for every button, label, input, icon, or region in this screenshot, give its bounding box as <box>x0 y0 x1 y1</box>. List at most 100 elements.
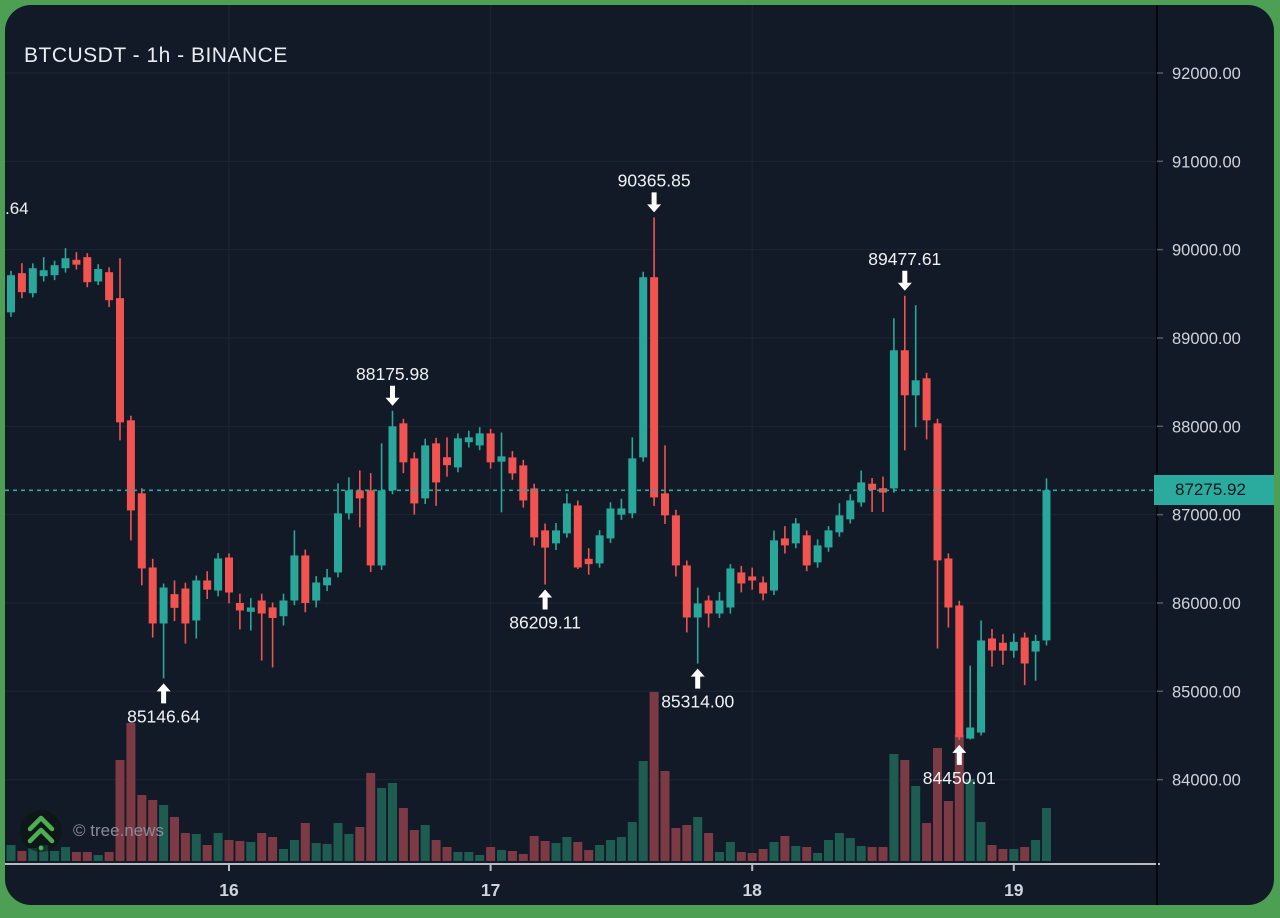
price-annotation: 85146.64 <box>127 706 200 726</box>
volume-bar <box>115 760 125 861</box>
volume-bar <box>660 771 670 861</box>
candle-body <box>453 438 462 468</box>
y-axis-label: 92000.00 <box>1172 65 1241 83</box>
candle-body <box>780 538 789 546</box>
y-axis-label: 88000.00 <box>1172 418 1241 436</box>
volume-bar <box>61 847 70 861</box>
candle-body <box>573 505 582 568</box>
price-annotation: 90365.85 <box>618 170 691 190</box>
candle-body <box>486 433 495 463</box>
candle-body <box>1009 641 1018 651</box>
candle-body <box>421 445 430 499</box>
candle-body <box>225 557 233 593</box>
candle-body <box>584 558 593 565</box>
volume-bar <box>943 801 953 861</box>
volume-bar <box>39 845 49 861</box>
x-axis-label: 16 <box>219 880 239 900</box>
y-axis-label: 89000.00 <box>1172 330 1241 348</box>
price-annotation: 86209.11 <box>509 613 581 633</box>
volume-bar <box>649 692 659 861</box>
volume-bar <box>954 735 964 861</box>
candle-body <box>192 580 201 621</box>
volume-bar <box>366 773 376 861</box>
volume-bar <box>137 795 147 861</box>
candle-body <box>944 558 953 608</box>
volume-bar <box>289 840 299 861</box>
current-price-value: 87275.92 <box>1175 480 1246 500</box>
volume-bar <box>606 840 615 861</box>
volume-bar <box>224 840 234 861</box>
candle-body <box>519 465 528 501</box>
volume-bar <box>475 855 485 861</box>
volume-bar <box>856 846 866 861</box>
volume-bar <box>333 823 343 861</box>
volume-bar <box>388 783 397 861</box>
candle-body <box>475 433 484 446</box>
candle-body <box>715 600 724 614</box>
candle-body <box>541 530 550 548</box>
candle-body <box>595 535 604 564</box>
volume-bar <box>497 850 506 861</box>
volume-bar <box>638 761 648 861</box>
price-annotation: 85314.00 <box>661 692 734 712</box>
volume-bar <box>235 841 245 861</box>
candle-body <box>366 490 375 566</box>
candlestick-chart[interactable]: 16 17 18 19 92000.00 91000.00 90000.00 89000.00… <box>5 5 1274 905</box>
volume-bar <box>28 848 38 861</box>
volume-bar <box>344 834 354 861</box>
candle-body <box>301 555 310 603</box>
volume-bar <box>529 836 539 861</box>
volume-bar <box>813 853 823 861</box>
candle-body <box>159 587 168 624</box>
volume-bar <box>725 842 735 861</box>
candle-body <box>824 530 833 548</box>
axis-layer: 16 17 18 19 92000.00 91000.00 90000.00 89000.00… <box>5 5 1241 905</box>
candle-body <box>868 483 877 490</box>
volume-bar <box>420 825 430 861</box>
volume-bar <box>834 833 844 861</box>
annotation-arrow-up-icon <box>952 744 967 765</box>
candle-body <box>116 298 124 423</box>
volume-bar <box>71 852 81 861</box>
candle-body <box>17 273 26 293</box>
volume-bar <box>900 760 910 861</box>
volume-bar <box>540 841 550 861</box>
candle-body <box>857 482 866 503</box>
volume-bar <box>551 843 561 861</box>
candle-body <box>530 488 539 538</box>
candle-body <box>388 426 397 491</box>
candle-body <box>759 582 768 594</box>
volume-bar <box>889 754 899 861</box>
volume-bar <box>518 854 528 861</box>
volume-bar <box>627 822 637 861</box>
volume-bar <box>398 808 408 861</box>
volume-bar <box>104 852 114 861</box>
volume-bar <box>268 837 278 861</box>
candle-body <box>497 456 506 462</box>
candle-body <box>922 378 931 421</box>
volume-bar <box>671 828 681 861</box>
candle-body <box>464 437 473 443</box>
candle-body <box>748 576 757 581</box>
volume-bar <box>693 817 703 861</box>
volume-bar <box>987 845 997 861</box>
candle-body <box>998 642 1007 651</box>
price-annotation: 88175.98 <box>356 364 429 384</box>
volume-bar <box>202 845 212 861</box>
y-axis-label: 91000.00 <box>1172 153 1241 171</box>
volume-bar <box>246 842 256 861</box>
y-axis-label: 84000.00 <box>1172 772 1241 790</box>
annotation-arrow-down-icon <box>647 192 662 213</box>
candle-body <box>628 458 637 514</box>
candle-body <box>105 272 114 301</box>
x-axis-label: 18 <box>742 880 762 900</box>
candlestick-layer <box>7 217 1051 740</box>
volume-bar <box>322 844 332 861</box>
candle-body <box>94 269 103 282</box>
volume-bar <box>845 838 855 861</box>
candle-body <box>682 565 691 618</box>
volume-bar <box>878 847 888 861</box>
candle-body <box>355 490 364 499</box>
volume-bar <box>933 748 942 861</box>
volume-bar <box>562 837 572 861</box>
